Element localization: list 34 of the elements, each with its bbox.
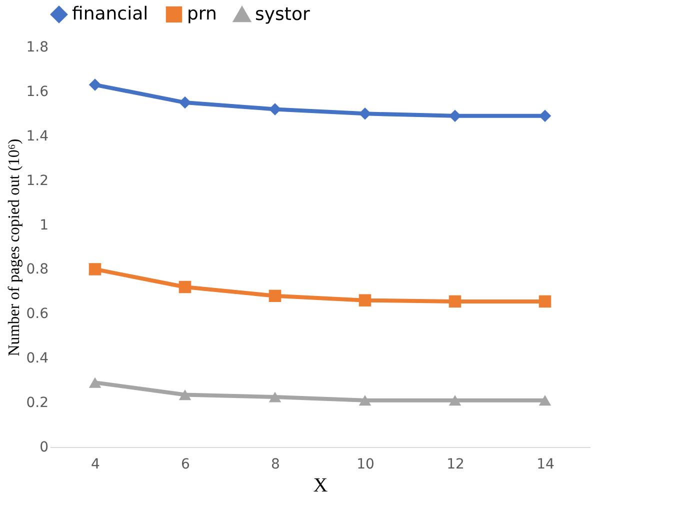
y-axis-title: Number of pages copied out (10⁶) xyxy=(6,138,24,356)
y-tick-label: 1.8 xyxy=(26,40,48,56)
point xyxy=(358,294,372,306)
legend-label: financial xyxy=(72,3,148,24)
x-tick-label: 10 xyxy=(356,456,374,472)
x-axis-title: X xyxy=(313,474,328,496)
y-tick-label: 0 xyxy=(40,440,48,456)
y-tick-label: 1 xyxy=(40,217,48,234)
point xyxy=(358,395,372,406)
y-tick-label: 1.6 xyxy=(26,84,49,100)
x-tick-label: 6 xyxy=(181,456,190,472)
x-tick-label: 8 xyxy=(271,456,280,472)
point xyxy=(178,280,192,294)
y-tick-label: 0.2 xyxy=(26,395,48,412)
point xyxy=(88,377,102,388)
point xyxy=(268,392,282,402)
y-tick-label: 1.4 xyxy=(26,128,49,144)
y-tick-label: 0.6 xyxy=(26,306,49,322)
point xyxy=(268,290,282,302)
point xyxy=(538,295,552,308)
point xyxy=(538,395,552,406)
point xyxy=(178,389,192,400)
y-tick-label: 0.4 xyxy=(26,350,49,367)
x-tick-label: 12 xyxy=(446,456,464,472)
legend-label: prn xyxy=(187,3,217,24)
x-tick-label: 4 xyxy=(91,456,100,472)
point xyxy=(448,295,462,308)
point xyxy=(88,78,102,91)
point xyxy=(88,263,102,276)
x-tick-label: 14 xyxy=(536,456,554,472)
legend-label: systor xyxy=(255,4,310,25)
y-tick-label: 1.2 xyxy=(26,172,48,189)
y-tick-label: 0.8 xyxy=(26,262,48,278)
point xyxy=(448,395,462,406)
